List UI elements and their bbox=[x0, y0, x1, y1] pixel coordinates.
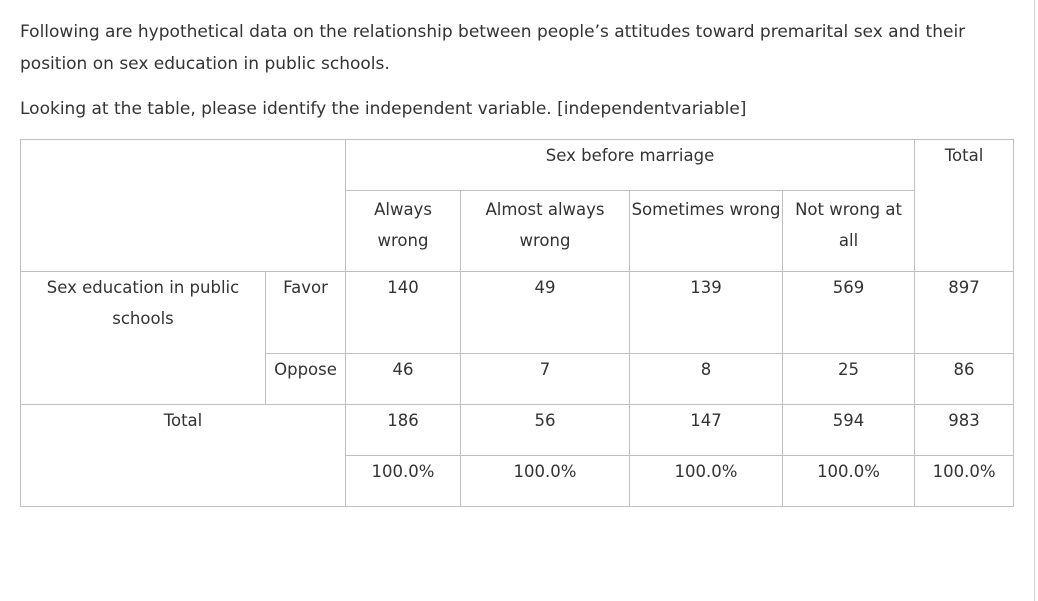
total-count-cell: 56 bbox=[460, 404, 630, 456]
total-count-cell: 147 bbox=[629, 404, 783, 456]
table-cell: 49 bbox=[460, 271, 630, 354]
table-row: Sex education in public schools Favor 14… bbox=[20, 271, 1015, 405]
row-total-cell: 86 bbox=[914, 353, 1015, 405]
row-total-cell: 897 bbox=[914, 271, 1015, 354]
table-cell: 139 bbox=[629, 271, 783, 354]
total-row-label: Total bbox=[20, 404, 346, 507]
question-text: Following are hypothetical data on the r… bbox=[20, 22, 966, 74]
column-header: Always wrong bbox=[345, 190, 461, 272]
column-group-header: Sex before marriage bbox=[344, 139, 916, 191]
total-percent-cell: 100.0% bbox=[629, 455, 783, 507]
question-prompt: Looking at the table, please identify th… bbox=[20, 99, 747, 119]
corner-cell bbox=[20, 139, 346, 272]
table-cell: 46 bbox=[345, 353, 461, 405]
column-header: Sometimes wrong bbox=[629, 190, 783, 272]
row-group-header: Sex education in public schools bbox=[20, 271, 266, 405]
row-label: Favor bbox=[265, 271, 346, 354]
table-row: Oppose 46 7 8 25 86 bbox=[21, 353, 1015, 405]
total-percent-cell: 100.0% bbox=[460, 455, 630, 507]
column-header-label: Not wrong at all bbox=[795, 200, 902, 250]
table-cell: 140 bbox=[345, 271, 461, 354]
column-header: Almost always wrong bbox=[460, 190, 630, 272]
table-cell: 7 bbox=[460, 353, 630, 405]
crosstab-table: Sex before marriage Total Always wrong A… bbox=[20, 139, 1015, 507]
total-count-cell: 594 bbox=[781, 404, 916, 456]
column-header-label: Sometimes wrong bbox=[631, 200, 781, 219]
total-percent-cell: 100.0% bbox=[345, 455, 461, 507]
total-percent-cell: 100.0% bbox=[781, 455, 916, 507]
table-row: 100.0% 100.0% 100.0% 100.0% 100.0% bbox=[21, 455, 1015, 507]
column-header-label: Always wrong bbox=[374, 200, 432, 250]
page-right-border bbox=[1034, 0, 1035, 601]
grand-total-percent-cell: 100.0% bbox=[914, 455, 1015, 507]
grand-total-cell: 983 bbox=[914, 404, 1015, 456]
column-header: Not wrong at all bbox=[781, 190, 916, 272]
total-count-cell: 186 bbox=[345, 404, 461, 456]
column-header-label: Almost always wrong bbox=[485, 200, 605, 250]
total-column-header: Total bbox=[914, 139, 1015, 272]
table-row: Total 186 56 147 594 983 bbox=[20, 404, 1015, 507]
row-label: Oppose bbox=[265, 353, 346, 405]
table-cell: 8 bbox=[629, 353, 783, 405]
table-cell: 569 bbox=[781, 271, 916, 354]
table-cell: 25 bbox=[781, 353, 916, 405]
